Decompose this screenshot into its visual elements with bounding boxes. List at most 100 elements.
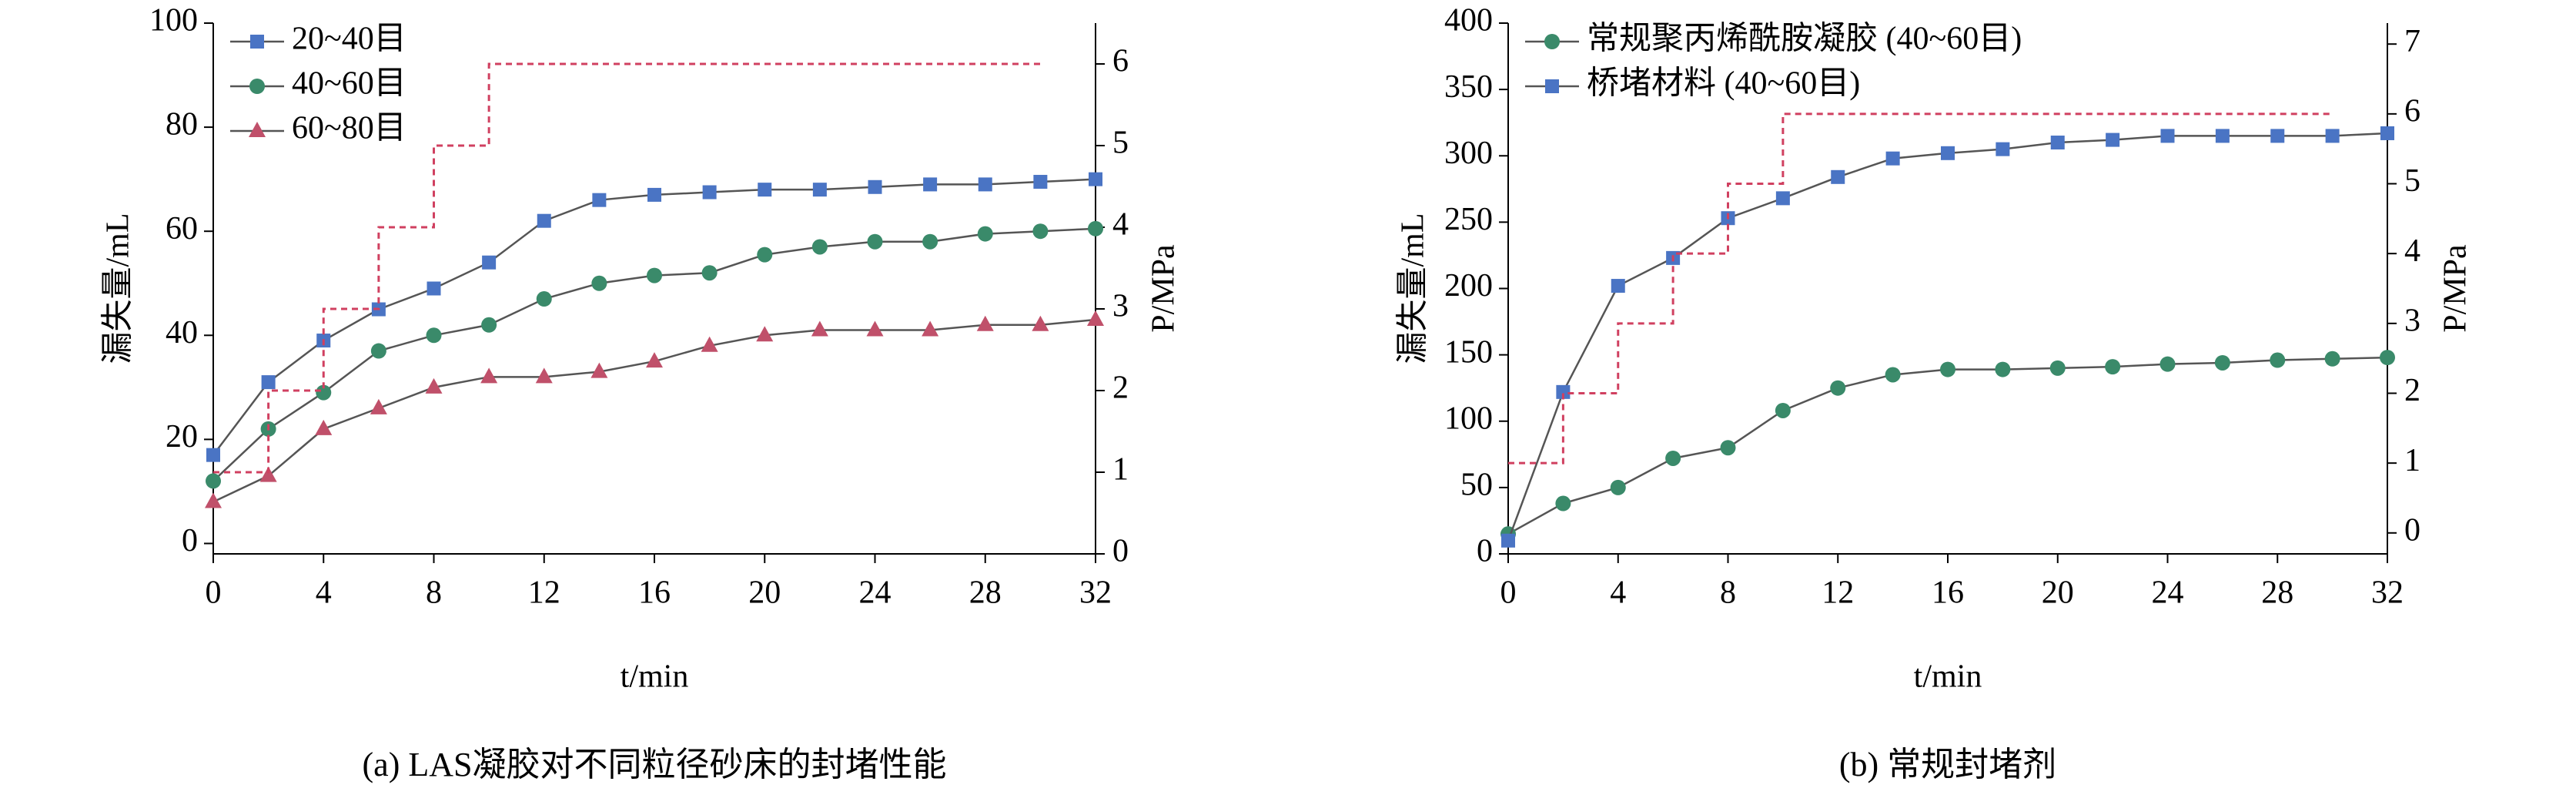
y2-axis-label: P/MPa <box>2438 244 2474 333</box>
y-tick-label: 350 <box>1444 69 1493 105</box>
x-tick-label: 12 <box>528 575 560 611</box>
marker <box>259 466 277 482</box>
marker <box>537 213 551 228</box>
x-tick-label: 0 <box>1500 575 1517 611</box>
y2-tick-label: 4 <box>1112 207 1129 243</box>
y2-tick-label: 0 <box>1112 534 1129 569</box>
marker <box>1831 169 1845 184</box>
marker <box>1032 223 1049 240</box>
marker <box>370 398 387 414</box>
y2-tick-label: 1 <box>2404 443 2420 478</box>
x-tick-label: 12 <box>1822 575 1854 611</box>
marker <box>976 315 994 331</box>
marker <box>1885 151 1900 166</box>
x-tick-label: 28 <box>2261 575 2293 611</box>
series-line <box>212 318 1096 503</box>
x-tick-label: 20 <box>2042 575 2074 611</box>
marker <box>2325 129 2340 143</box>
y-tick-label: 50 <box>1460 468 1493 503</box>
x-tick-label: 32 <box>2371 575 2404 611</box>
x-tick-label: 32 <box>1079 575 1112 611</box>
y-tick-label: 100 <box>149 3 198 39</box>
marker <box>1720 440 1736 456</box>
y-axis-label: 漏失量/mL <box>1396 213 1431 364</box>
marker <box>480 367 498 384</box>
marker <box>1555 495 1571 512</box>
marker <box>978 177 992 192</box>
marker <box>315 419 333 435</box>
marker <box>2324 351 2340 367</box>
marker <box>2214 354 2230 371</box>
marker <box>2049 360 2066 376</box>
marker <box>591 275 607 291</box>
y2-tick-label: 2 <box>2404 373 2420 408</box>
marker <box>702 185 717 200</box>
y2-tick-label: 6 <box>1112 44 1129 79</box>
marker <box>536 291 552 307</box>
y-tick-label: 0 <box>182 523 198 558</box>
marker <box>1033 175 1048 190</box>
marker <box>701 336 718 352</box>
legend-label: 常规聚丙烯酰胺凝胶 (40~60目) <box>1587 21 2022 57</box>
x-tick-label: 8 <box>426 575 442 611</box>
marker <box>2270 352 2286 368</box>
caption: (a) LAS凝胶对不同粒径砂床的封堵性能 <box>363 746 947 783</box>
marker <box>1610 479 1626 495</box>
y-tick-label: 250 <box>1444 202 1493 237</box>
marker <box>977 226 993 242</box>
marker <box>206 473 221 489</box>
y2-tick-label: 2 <box>1112 371 1129 406</box>
pressure-line <box>213 62 1041 474</box>
marker <box>481 317 497 333</box>
marker <box>426 327 442 344</box>
marker <box>1501 533 1515 548</box>
y2-tick-label: 1 <box>1112 452 1129 488</box>
y2-tick-label: 0 <box>2404 512 2420 548</box>
marker <box>425 377 443 394</box>
marker <box>757 247 773 263</box>
legend-marker <box>1544 34 1560 49</box>
marker <box>922 320 939 337</box>
y2-tick-label: 7 <box>2404 24 2420 59</box>
marker <box>2160 129 2175 143</box>
marker <box>867 233 883 250</box>
marker <box>922 233 938 250</box>
y-tick-label: 0 <box>1477 534 1493 569</box>
marker <box>647 187 661 202</box>
y2-tick-label: 3 <box>2404 303 2420 338</box>
marker <box>2159 356 2176 372</box>
y-tick-label: 100 <box>1444 401 1493 436</box>
marker <box>1775 191 1790 206</box>
marker <box>535 367 553 384</box>
y-tick-label: 80 <box>166 107 198 143</box>
legend-marker <box>249 79 265 94</box>
y2-tick-label: 5 <box>1112 126 1129 161</box>
marker <box>756 326 774 342</box>
marker <box>205 492 222 508</box>
marker <box>1996 142 2010 156</box>
marker <box>646 352 663 368</box>
legend-label: 60~80目 <box>292 111 406 146</box>
x-tick-label: 16 <box>1932 575 1964 611</box>
x-tick-label: 4 <box>316 575 332 611</box>
marker <box>590 362 608 378</box>
marker <box>1940 361 1955 377</box>
legend-marker <box>1545 79 1559 93</box>
y2-tick-label: 4 <box>2404 233 2420 269</box>
x-tick-label: 28 <box>969 575 1002 611</box>
marker <box>2215 129 2230 143</box>
y-tick-label: 60 <box>166 211 198 247</box>
y-axis-label: 漏失量/mL <box>101 213 136 364</box>
marker <box>647 267 662 283</box>
y-tick-label: 40 <box>166 315 198 351</box>
x-axis-label: t/min <box>621 659 689 695</box>
marker <box>482 255 497 270</box>
marker <box>866 320 884 337</box>
marker <box>1995 361 2011 377</box>
x-tick-label: 20 <box>748 575 781 611</box>
y2-tick-label: 6 <box>2404 93 2420 129</box>
marker <box>811 320 828 337</box>
marker <box>1775 402 1791 418</box>
x-tick-label: 0 <box>206 575 222 611</box>
